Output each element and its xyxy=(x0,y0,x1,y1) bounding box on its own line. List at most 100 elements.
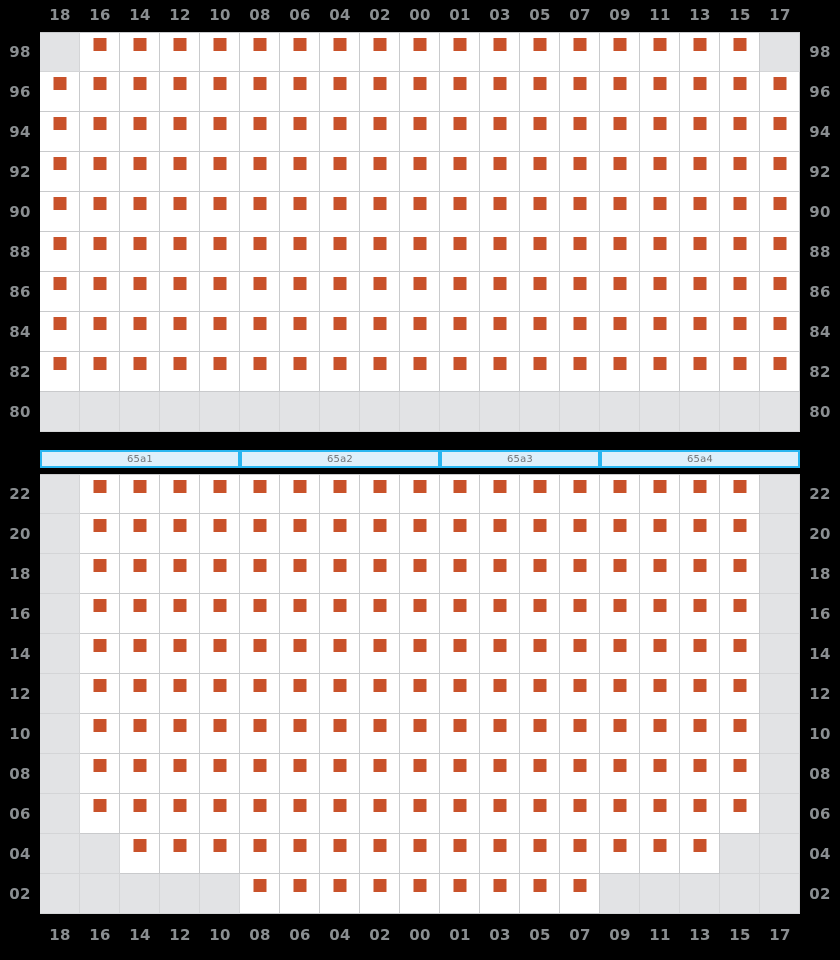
seat-cell-occupied[interactable] xyxy=(680,232,720,272)
seat-cell-occupied[interactable] xyxy=(560,794,600,834)
seat-cell-occupied[interactable] xyxy=(160,474,200,514)
seat-cell-occupied[interactable] xyxy=(360,32,400,72)
seat-cell-occupied[interactable] xyxy=(240,754,280,794)
seat-cell-occupied[interactable] xyxy=(560,514,600,554)
seat-cell-occupied[interactable] xyxy=(120,634,160,674)
seat-cell-occupied[interactable] xyxy=(280,72,320,112)
seat-cell-occupied[interactable] xyxy=(160,232,200,272)
seat-cell-occupied[interactable] xyxy=(640,754,680,794)
seat-cell-occupied[interactable] xyxy=(400,874,440,914)
seat-cell-occupied[interactable] xyxy=(440,634,480,674)
seat-cell-occupied[interactable] xyxy=(520,754,560,794)
seat-cell-occupied[interactable] xyxy=(640,714,680,754)
seat-cell-occupied[interactable] xyxy=(120,352,160,392)
section-label-65a4[interactable]: 65a4 xyxy=(600,450,800,468)
seat-cell-occupied[interactable] xyxy=(680,272,720,312)
seat-cell-occupied[interactable] xyxy=(160,834,200,874)
seat-cell-occupied[interactable] xyxy=(400,554,440,594)
seat-cell-occupied[interactable] xyxy=(600,634,640,674)
seat-cell-occupied[interactable] xyxy=(320,554,360,594)
seat-cell-occupied[interactable] xyxy=(400,272,440,312)
seat-cell-occupied[interactable] xyxy=(240,594,280,634)
seat-cell-occupied[interactable] xyxy=(40,112,80,152)
seat-cell-occupied[interactable] xyxy=(360,674,400,714)
seat-cell-occupied[interactable] xyxy=(480,232,520,272)
seat-cell-occupied[interactable] xyxy=(120,474,160,514)
seat-cell-occupied[interactable] xyxy=(680,112,720,152)
seat-cell-occupied[interactable] xyxy=(160,674,200,714)
seat-cell-occupied[interactable] xyxy=(600,594,640,634)
seat-cell-occupied[interactable] xyxy=(400,72,440,112)
seat-cell-occupied[interactable] xyxy=(480,874,520,914)
seat-cell-occupied[interactable] xyxy=(680,754,720,794)
seat-cell-occupied[interactable] xyxy=(440,594,480,634)
seat-cell-occupied[interactable] xyxy=(320,794,360,834)
seat-cell-occupied[interactable] xyxy=(200,594,240,634)
seat-cell-occupied[interactable] xyxy=(320,714,360,754)
seat-cell-occupied[interactable] xyxy=(440,834,480,874)
seat-cell-occupied[interactable] xyxy=(400,112,440,152)
seat-cell-occupied[interactable] xyxy=(440,714,480,754)
seat-cell-occupied[interactable] xyxy=(360,112,400,152)
seat-cell-occupied[interactable] xyxy=(280,634,320,674)
seat-cell-occupied[interactable] xyxy=(400,232,440,272)
seat-cell-occupied[interactable] xyxy=(280,594,320,634)
seat-cell-occupied[interactable] xyxy=(440,554,480,594)
seat-cell-occupied[interactable] xyxy=(720,72,760,112)
seat-cell-occupied[interactable] xyxy=(440,232,480,272)
seat-cell-occupied[interactable] xyxy=(80,152,120,192)
seat-cell-occupied[interactable] xyxy=(200,32,240,72)
seat-cell-occupied[interactable] xyxy=(240,152,280,192)
seat-cell-occupied[interactable] xyxy=(280,714,320,754)
seat-cell-occupied[interactable] xyxy=(560,594,600,634)
seat-cell-occupied[interactable] xyxy=(400,754,440,794)
seat-cell-occupied[interactable] xyxy=(40,192,80,232)
seat-cell-occupied[interactable] xyxy=(360,352,400,392)
seat-cell-occupied[interactable] xyxy=(80,794,120,834)
seat-cell-occupied[interactable] xyxy=(320,514,360,554)
seat-cell-occupied[interactable] xyxy=(280,554,320,594)
seat-cell-occupied[interactable] xyxy=(440,192,480,232)
seat-cell-occupied[interactable] xyxy=(640,152,680,192)
seat-cell-occupied[interactable] xyxy=(80,714,120,754)
seat-cell-occupied[interactable] xyxy=(520,232,560,272)
seat-cell-occupied[interactable] xyxy=(280,834,320,874)
seat-cell-occupied[interactable] xyxy=(240,874,280,914)
seat-cell-occupied[interactable] xyxy=(720,794,760,834)
seat-cell-occupied[interactable] xyxy=(80,32,120,72)
seat-cell-occupied[interactable] xyxy=(600,474,640,514)
seat-cell-occupied[interactable] xyxy=(560,272,600,312)
seat-cell-occupied[interactable] xyxy=(320,634,360,674)
seat-cell-occupied[interactable] xyxy=(480,554,520,594)
seat-cell-occupied[interactable] xyxy=(280,474,320,514)
seat-cell-occupied[interactable] xyxy=(720,514,760,554)
seat-cell-occupied[interactable] xyxy=(360,192,400,232)
seat-cell-occupied[interactable] xyxy=(40,232,80,272)
seat-cell-occupied[interactable] xyxy=(240,634,280,674)
seat-cell-occupied[interactable] xyxy=(80,192,120,232)
seat-cell-occupied[interactable] xyxy=(120,834,160,874)
seat-cell-occupied[interactable] xyxy=(360,272,400,312)
seat-cell-occupied[interactable] xyxy=(720,554,760,594)
seat-cell-occupied[interactable] xyxy=(680,474,720,514)
seat-cell-occupied[interactable] xyxy=(160,32,200,72)
seat-cell-occupied[interactable] xyxy=(240,72,280,112)
seat-cell-occupied[interactable] xyxy=(400,514,440,554)
seat-cell-occupied[interactable] xyxy=(520,152,560,192)
seat-cell-occupied[interactable] xyxy=(160,112,200,152)
seat-cell-occupied[interactable] xyxy=(760,112,800,152)
seat-cell-occupied[interactable] xyxy=(320,754,360,794)
seat-cell-occupied[interactable] xyxy=(520,874,560,914)
seat-cell-occupied[interactable] xyxy=(160,152,200,192)
seat-cell-occupied[interactable] xyxy=(80,514,120,554)
seat-cell-occupied[interactable] xyxy=(680,674,720,714)
seat-cell-occupied[interactable] xyxy=(200,674,240,714)
seat-cell-occupied[interactable] xyxy=(560,192,600,232)
seat-cell-occupied[interactable] xyxy=(560,874,600,914)
seat-cell-occupied[interactable] xyxy=(720,272,760,312)
seat-cell-occupied[interactable] xyxy=(680,514,720,554)
seat-cell-occupied[interactable] xyxy=(120,714,160,754)
seat-cell-occupied[interactable] xyxy=(600,152,640,192)
seat-cell-occupied[interactable] xyxy=(200,232,240,272)
seat-cell-occupied[interactable] xyxy=(440,312,480,352)
